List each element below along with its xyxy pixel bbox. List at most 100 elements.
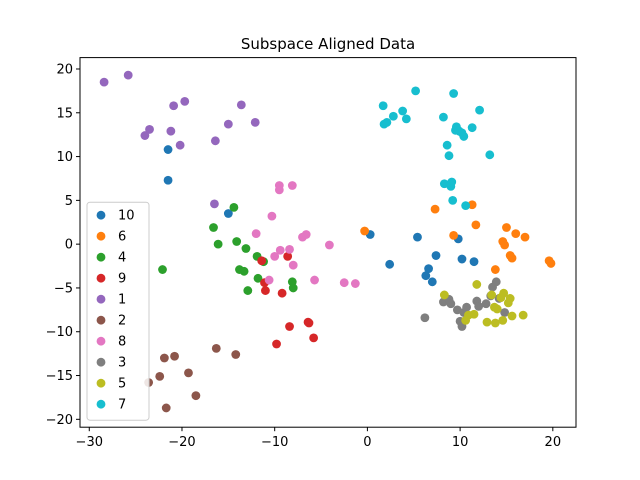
point-1-8	[210, 199, 219, 209]
legend-label-3: 3	[118, 356, 126, 371]
point-8-3	[270, 252, 280, 261]
point-6-8	[502, 223, 511, 232]
point-4-4	[232, 237, 242, 246]
y-tick-label: −15	[46, 369, 73, 384]
point-1-5	[169, 101, 179, 111]
point-9-9	[309, 333, 319, 343]
point-10-12	[469, 257, 479, 267]
point-5-4	[472, 280, 482, 289]
point-7-19	[459, 132, 469, 141]
point-6-14	[546, 259, 556, 268]
legend-marker-8	[96, 336, 106, 346]
legend-marker-1	[96, 294, 106, 304]
chart-title: Subspace Aligned Data	[241, 35, 415, 53]
point-7-9	[442, 140, 452, 150]
point-8-9	[288, 260, 298, 270]
point-8-7	[285, 245, 294, 254]
point-1-1	[123, 70, 133, 80]
plot-frame	[79, 57, 577, 428]
point-7-22	[475, 105, 484, 115]
point-8-11	[301, 230, 311, 239]
point-7-12	[447, 177, 457, 187]
point-2-1	[155, 372, 165, 381]
point-5-0	[439, 290, 449, 300]
point-7-7	[439, 112, 448, 122]
point-2-5	[184, 368, 193, 378]
point-8-1	[264, 275, 274, 285]
legend-label-10: 10	[118, 209, 135, 224]
point-3-3	[446, 299, 456, 309]
point-3-8	[462, 302, 471, 312]
point-8-12	[310, 275, 319, 285]
point-1-7	[180, 96, 190, 106]
point-1-9	[210, 136, 220, 146]
y-tick-label: 20	[56, 62, 73, 77]
point-10-9	[431, 251, 441, 260]
point-7-4	[398, 106, 408, 116]
legend-label-9: 9	[118, 272, 126, 287]
point-6-2	[449, 230, 459, 240]
point-6-10	[507, 253, 517, 263]
legend-label-1: 1	[118, 293, 126, 308]
point-9-8	[304, 318, 314, 328]
point-5-11	[498, 315, 508, 325]
point-4-1	[209, 223, 218, 232]
point-8-0	[251, 229, 261, 239]
point-2-7	[211, 343, 221, 353]
point-3-14	[491, 277, 501, 287]
point-7-3	[388, 111, 398, 121]
point-8-15	[350, 279, 360, 288]
point-1-2	[140, 131, 150, 140]
x-tick-label: −30	[76, 435, 103, 450]
point-5-9	[492, 304, 502, 314]
point-7-2	[382, 118, 392, 127]
point-6-1	[430, 204, 440, 214]
point-2-2	[159, 353, 169, 363]
point-5-3	[469, 309, 479, 319]
legend-marker-3	[96, 357, 106, 367]
point-7-13	[448, 195, 458, 205]
point-1-10	[223, 119, 233, 129]
y-tick-label: 10	[56, 150, 73, 165]
point-1-11	[236, 100, 246, 110]
y-tick-label: 0	[65, 238, 73, 253]
point-5-5	[482, 317, 492, 327]
point-1-6	[175, 140, 185, 150]
y-tick-label: 15	[56, 106, 73, 121]
legend-marker-5	[96, 378, 106, 388]
legend-label-5: 5	[118, 377, 126, 392]
x-tick-label: 10	[452, 435, 469, 450]
point-1-12	[250, 118, 260, 127]
point-2-4	[170, 351, 179, 361]
point-10-11	[457, 254, 467, 264]
legend-label-7: 7	[118, 398, 126, 413]
point-5-16	[518, 310, 528, 320]
point-10-2	[223, 209, 233, 218]
point-9-2	[261, 286, 270, 295]
point-9-4	[277, 288, 287, 298]
point-1-3	[145, 125, 154, 134]
point-10-5	[413, 232, 422, 242]
point-7-21	[467, 123, 477, 133]
point-5-6	[487, 290, 497, 300]
point-6-0	[360, 226, 370, 236]
point-6-4	[471, 220, 481, 230]
y-tick-label: −10	[46, 325, 73, 340]
legend-label-6: 6	[118, 230, 126, 245]
point-6-11	[511, 229, 521, 239]
point-7-23	[485, 150, 495, 160]
point-1-4	[166, 126, 176, 136]
points-layer	[99, 70, 556, 413]
point-1-0	[99, 77, 109, 87]
legend-marker-4	[96, 252, 106, 262]
legend: 10 6 4 9 1 2 8 3 5 7	[86, 201, 150, 421]
point-5-12	[499, 288, 509, 298]
point-10-4	[385, 259, 395, 269]
point-2-6	[191, 391, 201, 401]
x-tick-label: 20	[545, 435, 562, 450]
y-tick-label: 5	[65, 194, 73, 209]
y-axis: −20 −15 −10 −5 0 5 10 15 20	[46, 62, 80, 428]
legend-marker-2	[96, 315, 106, 325]
point-7-14	[449, 89, 459, 98]
x-tick-label: −20	[168, 435, 195, 450]
